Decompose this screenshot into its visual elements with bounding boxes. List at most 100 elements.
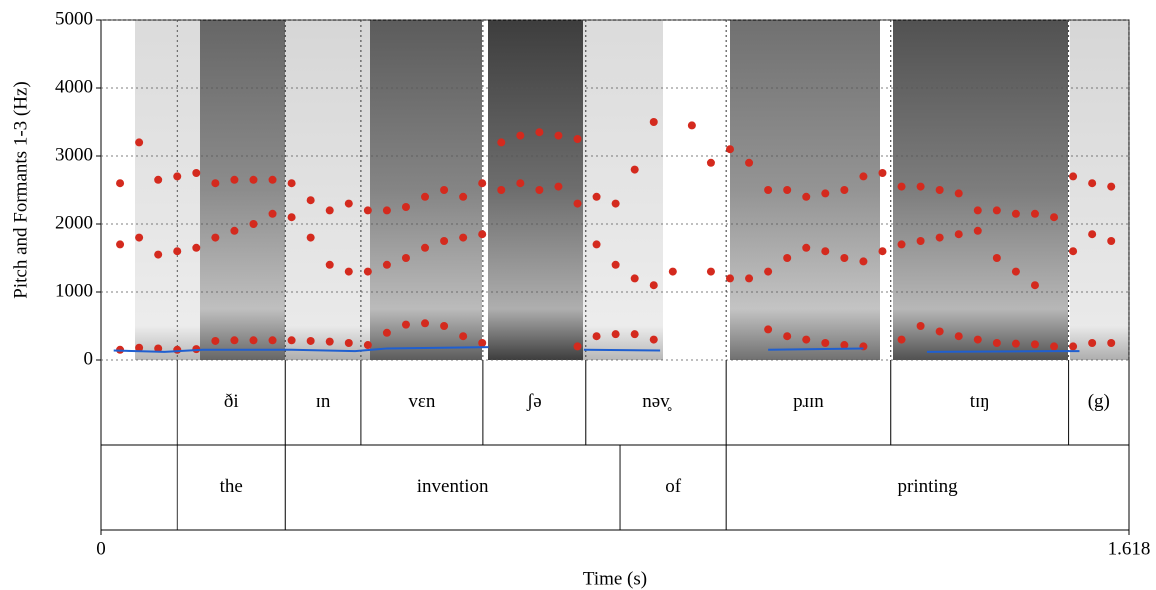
y-tick-label: 2000 — [55, 212, 93, 233]
formant-point — [421, 319, 430, 328]
formant-point — [630, 274, 639, 283]
formant-point — [745, 158, 754, 167]
formant-point — [1088, 339, 1097, 347]
formant-point — [459, 233, 468, 242]
formant-point — [878, 247, 887, 256]
formant-point — [459, 192, 468, 201]
formant-point — [1030, 209, 1039, 218]
formant-point — [649, 281, 658, 290]
formant-point — [192, 169, 201, 177]
formant-point — [706, 158, 715, 167]
interval-label: vɛn — [408, 391, 435, 412]
y-tick-label: 4000 — [55, 76, 93, 97]
formant-point — [363, 206, 372, 215]
formant-point — [764, 267, 773, 276]
formant-point — [1069, 247, 1078, 256]
formant-point — [382, 260, 391, 269]
interval-label: nəv̥ — [642, 391, 671, 412]
formant-point — [211, 179, 220, 188]
formant-point — [840, 341, 849, 350]
formant-point — [764, 325, 773, 334]
formant-point — [154, 175, 163, 184]
formant-point — [1030, 340, 1039, 349]
formant-point — [287, 336, 296, 345]
interval-label: invention — [417, 476, 489, 497]
formant-point — [249, 220, 258, 228]
formant-point — [1088, 230, 1097, 239]
interval-label: tɪŋ — [970, 391, 990, 412]
formant-point — [916, 182, 925, 191]
formant-point — [1050, 342, 1059, 351]
formant-point — [611, 199, 620, 208]
formant-point — [459, 332, 468, 341]
formant-point — [325, 337, 334, 346]
interval-label: the — [220, 476, 243, 497]
formant-point — [973, 206, 982, 215]
formant-point — [725, 274, 734, 283]
formant-point — [401, 254, 410, 262]
formant-point — [306, 336, 315, 345]
formant-point — [230, 226, 239, 235]
formant-point — [859, 257, 868, 266]
formant-point — [211, 336, 220, 345]
formant-point — [363, 267, 372, 276]
formant-point — [1011, 209, 1020, 218]
formant-point — [764, 186, 773, 194]
formant-point — [840, 254, 849, 262]
formant-point — [382, 328, 391, 337]
interval-label: printing — [898, 476, 959, 497]
formant-point — [592, 332, 601, 341]
formant-point — [478, 230, 487, 239]
formant-point — [497, 186, 506, 194]
pitch-line — [583, 348, 661, 352]
formant-point — [668, 267, 677, 276]
formant-point — [821, 339, 830, 347]
formant-point — [573, 199, 582, 208]
formant-point — [973, 226, 982, 235]
formant-point — [287, 179, 296, 188]
formant-point — [516, 131, 525, 140]
formant-point — [916, 322, 925, 330]
formant-point — [573, 135, 582, 143]
formant-point — [706, 267, 715, 276]
formant-point — [421, 243, 430, 252]
formant-point — [554, 182, 563, 191]
formant-point — [440, 237, 449, 245]
formant-point — [154, 344, 163, 353]
formant-point — [249, 175, 258, 184]
formant-point — [802, 335, 811, 344]
formant-point — [554, 131, 563, 140]
formant-point — [325, 206, 334, 215]
formant-point — [382, 206, 391, 215]
pitch-line — [926, 350, 1080, 353]
formant-point — [1050, 213, 1059, 222]
formant-point — [135, 233, 144, 242]
interval-label: of — [665, 476, 682, 497]
formant-point — [344, 267, 353, 276]
formant-point — [859, 172, 868, 181]
y-tick-label: 1000 — [55, 280, 93, 301]
formant-point — [992, 206, 1001, 215]
formant-point — [897, 182, 906, 191]
interval-label: ði — [224, 391, 239, 412]
formant-point — [802, 243, 811, 252]
formant-point — [687, 121, 696, 130]
formant-point — [725, 145, 734, 154]
formant-point — [440, 186, 449, 194]
formant-point — [935, 186, 944, 194]
formant-point — [783, 254, 792, 262]
formant-point — [1107, 339, 1116, 347]
formant-point — [592, 192, 601, 201]
formant-point — [992, 339, 1001, 347]
formant-point — [878, 169, 887, 177]
formant-point — [1069, 172, 1078, 181]
formant-point — [230, 336, 239, 345]
formant-point — [1107, 182, 1116, 191]
pitch-line — [113, 346, 489, 353]
formant-point — [1030, 281, 1039, 290]
formant-point — [268, 336, 277, 345]
formant-point — [306, 233, 315, 242]
x-axis-label: Time (s) — [583, 568, 647, 589]
pitch-line — [768, 347, 864, 351]
